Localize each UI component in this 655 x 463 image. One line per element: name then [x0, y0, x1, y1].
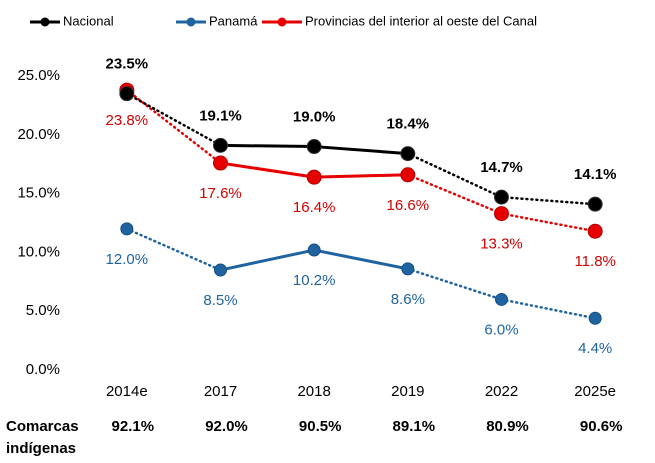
data-label: 6.0%	[484, 321, 518, 338]
marker	[213, 155, 228, 171]
footer-row-label: Comarcas indígenas	[6, 418, 79, 457]
data-label: 13.3%	[480, 236, 523, 253]
marker	[495, 292, 508, 306]
line-segment	[220, 161, 315, 179]
line-segment	[314, 173, 408, 179]
data-label: 12.0%	[106, 251, 149, 268]
legend-label: Provincias del interior al oeste del Can…	[305, 13, 537, 28]
marker	[120, 222, 134, 236]
footer-value: 92.1%	[112, 418, 155, 435]
marker	[587, 223, 603, 239]
legend-label: Nacional	[63, 13, 114, 28]
y-tick-label: 15.0%	[17, 185, 60, 202]
line-segment	[406, 173, 503, 215]
marker	[400, 167, 416, 183]
data-label: 8.6%	[391, 291, 425, 308]
y-tick-label: 10.0%	[17, 243, 60, 260]
marker	[401, 262, 415, 276]
data-label: 19.1%	[199, 107, 242, 124]
data-label: 10.2%	[293, 272, 336, 289]
data-label: 8.5%	[203, 292, 237, 309]
marker	[400, 146, 416, 162]
line-segment	[500, 195, 597, 206]
footer-value: 90.5%	[299, 418, 342, 435]
data-label: 14.1%	[574, 166, 617, 183]
line-segment	[406, 267, 503, 301]
legend-label: Panamá	[209, 13, 258, 28]
line-segment	[220, 248, 315, 272]
line-segment	[125, 227, 222, 272]
legend-marker	[277, 17, 287, 27]
data-label: 4.4%	[578, 340, 612, 357]
data-label: 16.4%	[293, 199, 336, 216]
data-label: 23.8%	[106, 112, 149, 129]
marker	[587, 196, 603, 212]
marker	[494, 189, 509, 205]
data-label: 18.4%	[387, 116, 430, 133]
x-tick-label: 2017	[204, 383, 237, 400]
footer-value: 90.6%	[580, 418, 623, 435]
legend-marker	[40, 17, 50, 27]
marker	[494, 206, 509, 222]
marker	[213, 137, 228, 153]
x-tick-label: 2025e	[574, 383, 616, 400]
x-tick-label: 2014e	[106, 383, 148, 400]
marker	[588, 311, 602, 325]
y-tick-label: 25.0%	[17, 67, 60, 84]
y-tick-label: 0.0%	[26, 361, 60, 378]
data-label: 11.8%	[574, 253, 615, 270]
footer-value: 80.9%	[486, 418, 529, 435]
data-label: 16.6%	[387, 197, 430, 214]
line-segment	[500, 298, 597, 320]
legend-marker	[186, 17, 196, 27]
marker	[214, 263, 227, 277]
line-segment	[314, 145, 408, 156]
marker	[306, 169, 322, 185]
x-tick-label: 2018	[297, 383, 330, 400]
footer-value: 89.1%	[393, 418, 436, 435]
y-tick-label: 5.0%	[26, 302, 60, 319]
data-label: 23.5%	[106, 56, 149, 73]
marker	[119, 86, 135, 102]
line-segment	[500, 212, 597, 233]
marker	[307, 243, 321, 257]
line-segment	[313, 248, 409, 271]
data-label: 17.6%	[199, 185, 242, 202]
line-segment	[125, 92, 222, 147]
y-tick-label: 20.0%	[17, 126, 60, 143]
data-label: 14.7%	[480, 159, 523, 176]
x-tick-label: 2022	[485, 383, 518, 400]
line-segment	[125, 88, 222, 165]
footer-value: 92.0%	[205, 418, 248, 435]
data-label: 19.0%	[293, 109, 336, 126]
line-segment	[406, 152, 503, 199]
marker	[306, 139, 322, 155]
line-segment	[220, 143, 315, 149]
x-tick-label: 2019	[391, 383, 424, 400]
